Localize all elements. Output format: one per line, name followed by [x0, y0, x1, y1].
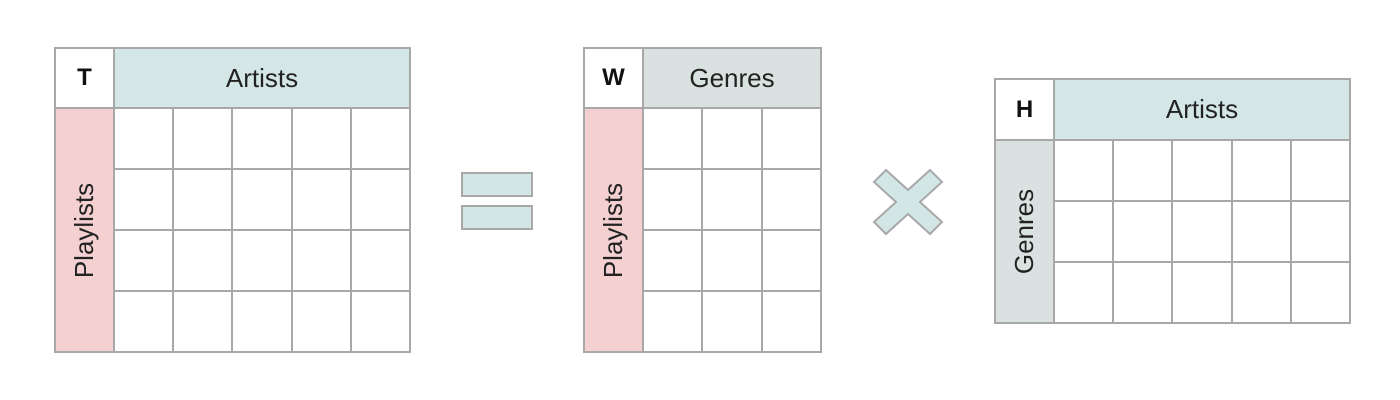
matrix-h-column-header: Artists: [1053, 78, 1351, 141]
matrix-w-row-header: Playlists: [583, 107, 644, 353]
matrix-h-cell: [1171, 261, 1233, 324]
matrix-h-cells: [1053, 139, 1351, 324]
matrix-w-cell: [760, 290, 822, 353]
matrix-t-cell: [113, 168, 175, 231]
matrix-w: W Genres Playlists: [583, 47, 822, 353]
matrix-t-cell: [349, 107, 411, 170]
matrix-w-cell: [642, 229, 704, 292]
matrix-h-cell: [1053, 139, 1115, 202]
matrix-t-cell: [290, 290, 352, 353]
matrix-h-corner: H: [994, 78, 1055, 141]
matrix-h-cell: [1289, 139, 1351, 202]
matrix-h-cell: [1053, 200, 1115, 263]
matrix-w-cell: [642, 107, 704, 170]
matrix-t-cell: [290, 168, 352, 231]
matrix-h-cell: [1171, 200, 1233, 263]
equals-bar-bottom: [461, 205, 533, 230]
matrix-t-cell: [290, 229, 352, 292]
matrix-t-cell: [172, 290, 234, 353]
matrix-t-cell: [113, 290, 175, 353]
matrix-w-cell: [760, 229, 822, 292]
matrix-t-cell: [231, 290, 293, 353]
matrix-h-cell: [1112, 200, 1174, 263]
matrix-t-cell: [172, 229, 234, 292]
matrix-w-column-header: Genres: [642, 47, 822, 109]
matrix-h-cell: [1289, 200, 1351, 263]
matrix-t-cell: [349, 229, 411, 292]
matrix-t-cell: [231, 168, 293, 231]
matrix-w-corner: W: [583, 47, 644, 109]
matrix-w-cell: [701, 229, 763, 292]
matrix-h-cell: [1171, 139, 1233, 202]
matrix-w-cell: [701, 290, 763, 353]
matrix-t: T Artists Playlists: [54, 47, 411, 353]
equals-icon: [461, 172, 533, 232]
matrix-t-cell: [231, 229, 293, 292]
matrix-h-cell: [1230, 200, 1292, 263]
matrix-t-row-header: Playlists: [54, 107, 115, 353]
matrix-h-row-label: Genres: [1009, 188, 1040, 275]
matrix-t-cell: [113, 229, 175, 292]
matrix-w-cell: [701, 168, 763, 231]
matrix-h-cell: [1289, 261, 1351, 324]
matrix-h-cell: [1230, 261, 1292, 324]
matrix-w-cell: [642, 168, 704, 231]
matrix-t-cell: [231, 107, 293, 170]
matrix-h-cell: [1112, 139, 1174, 202]
matrix-t-cell: [172, 168, 234, 231]
matrix-t-cells: [113, 107, 411, 353]
matrix-t-corner: T: [54, 47, 115, 109]
matrix-t-cell: [172, 107, 234, 170]
matrix-t-cell: [349, 168, 411, 231]
equals-bar-top: [461, 172, 533, 197]
matrix-t-cell: [290, 107, 352, 170]
matrix-w-row-label: Playlists: [598, 182, 629, 278]
matrix-w-cell: [760, 168, 822, 231]
matrix-h-cell: [1230, 139, 1292, 202]
matrix-w-cells: [642, 107, 822, 353]
matrix-w-cell: [701, 107, 763, 170]
matrix-t-cell: [113, 107, 175, 170]
matrix-w-cell: [760, 107, 822, 170]
matrix-t-column-header: Artists: [113, 47, 411, 109]
matrix-h-row-header: Genres: [994, 139, 1055, 324]
matrix-w-cell: [642, 290, 704, 353]
times-icon: [872, 168, 944, 236]
matrix-h: H Artists Genres: [994, 78, 1351, 324]
matrix-t-cell: [349, 290, 411, 353]
matrix-h-cell: [1053, 261, 1115, 324]
matrix-h-cell: [1112, 261, 1174, 324]
matrix-t-row-label: Playlists: [69, 182, 100, 278]
